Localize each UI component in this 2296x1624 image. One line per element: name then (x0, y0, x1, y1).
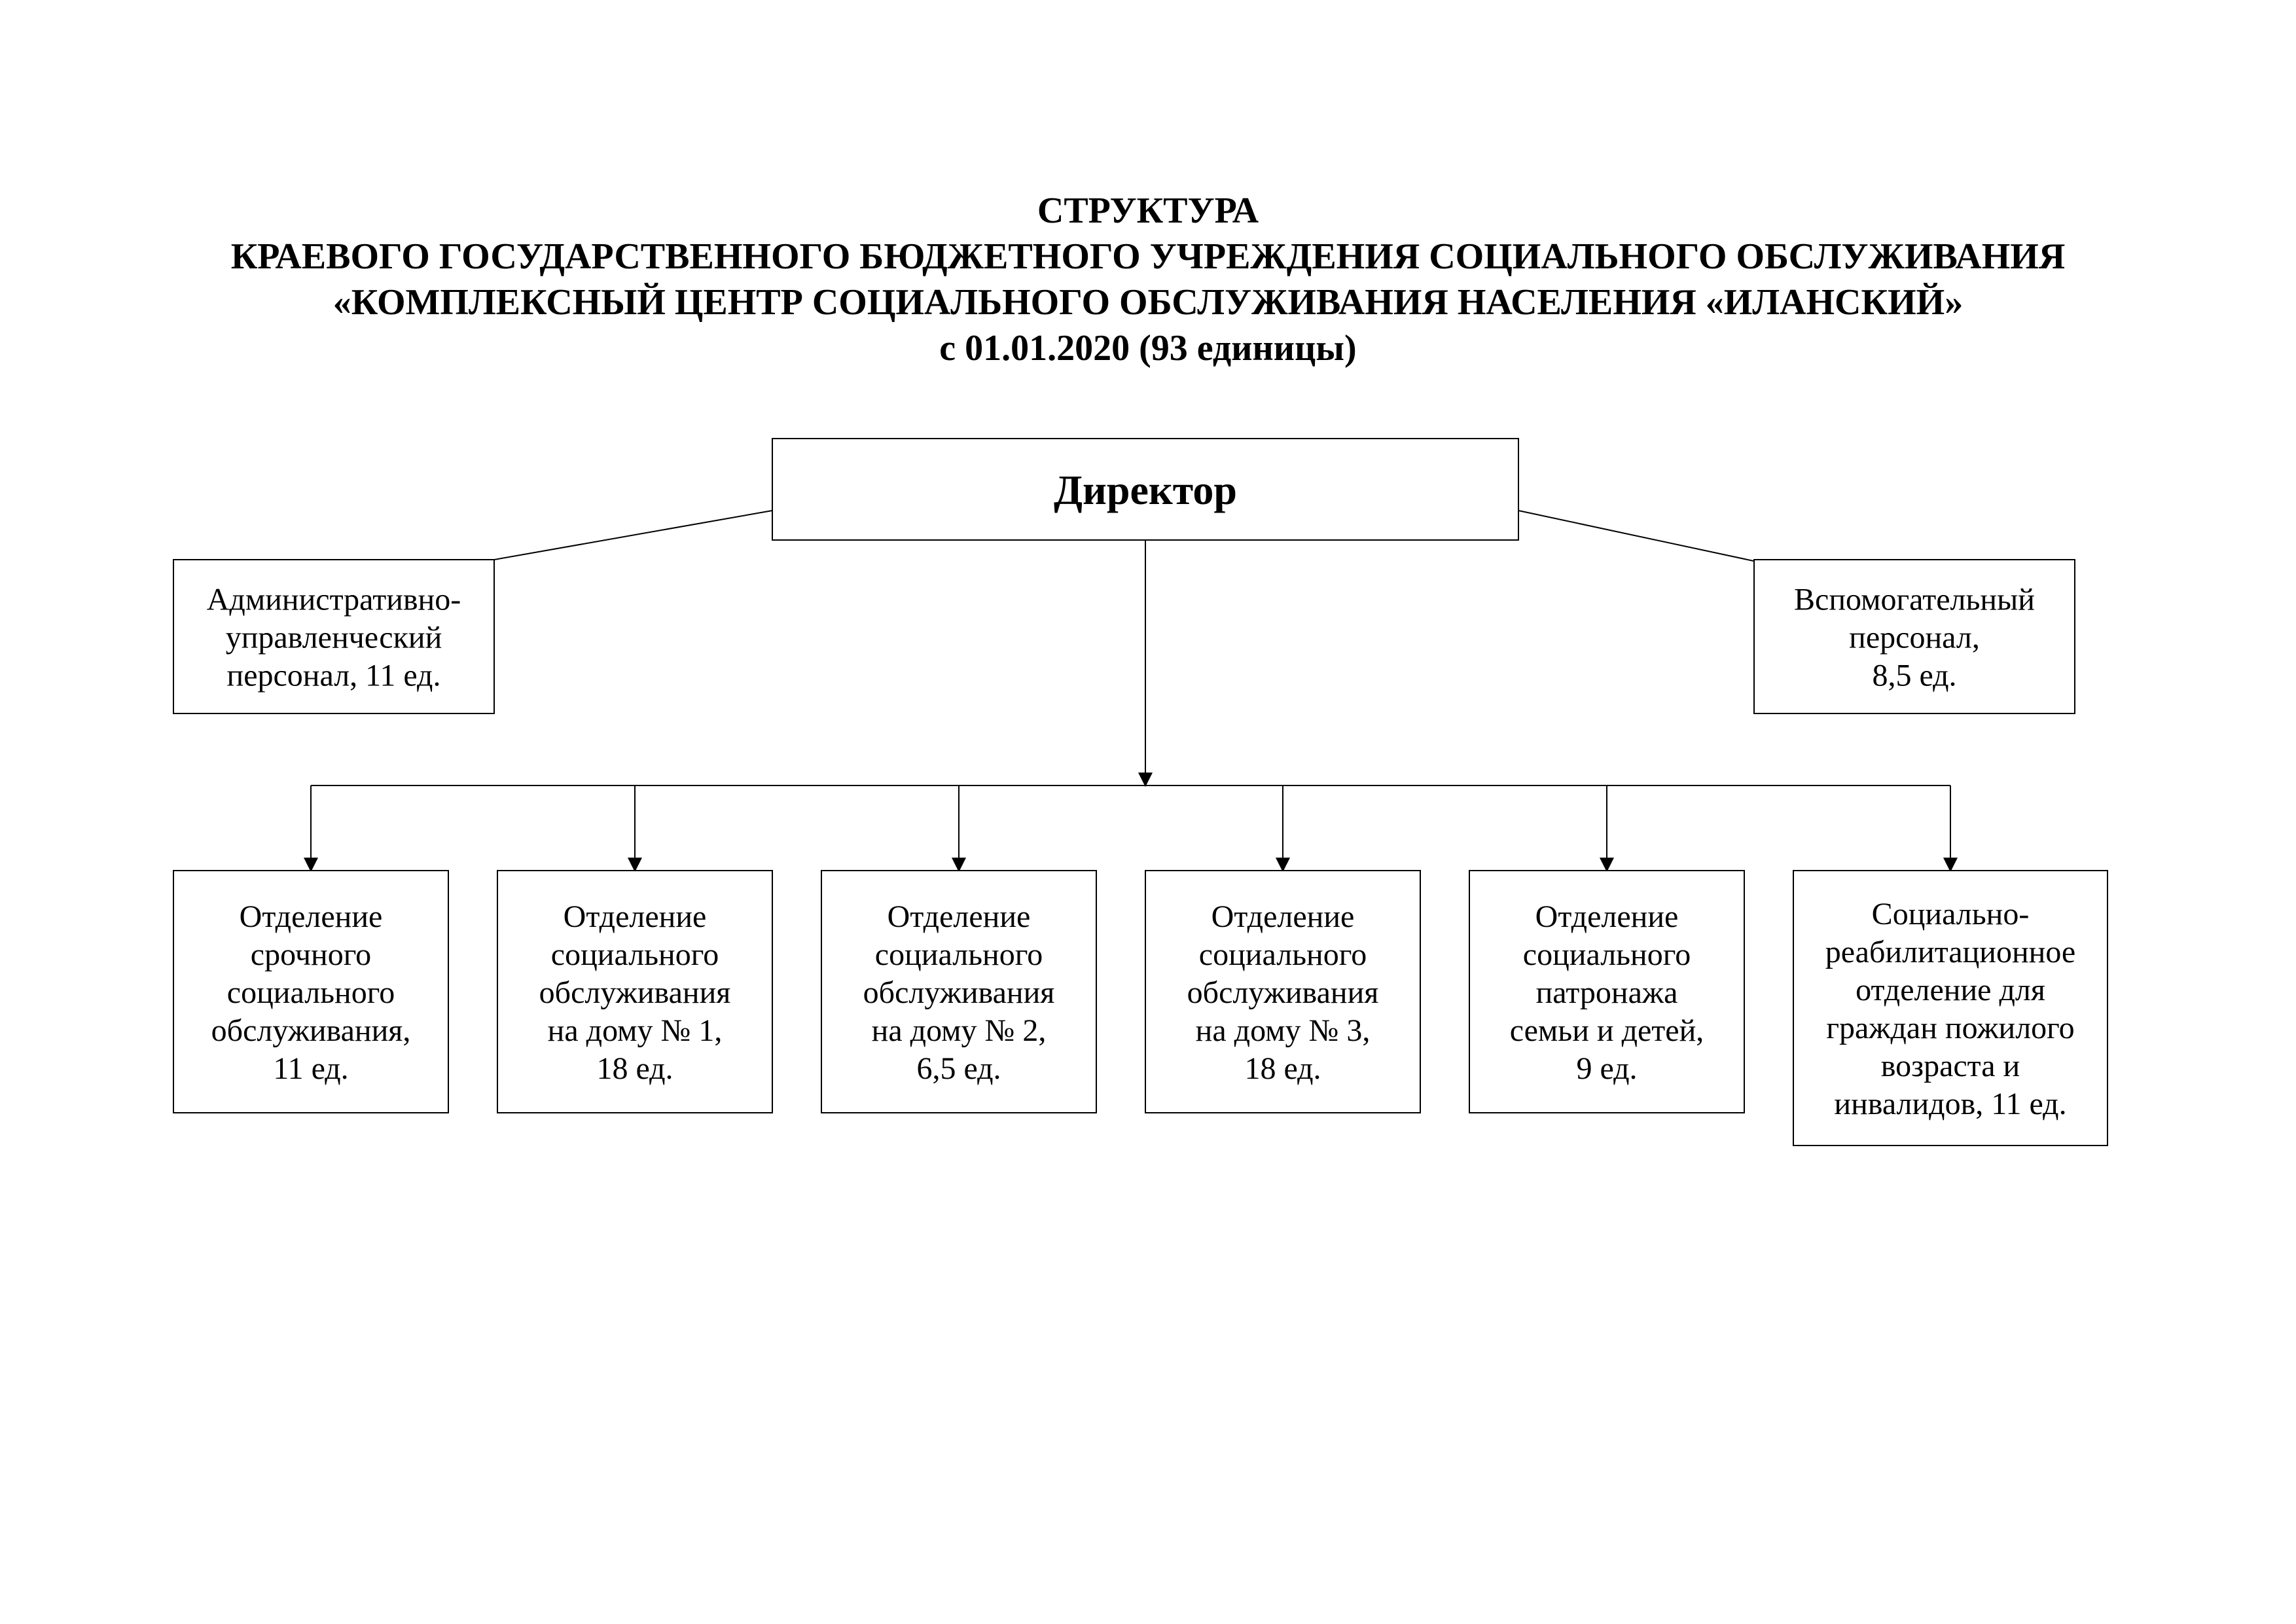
node-label-dept3-0: Отделение (888, 899, 1031, 934)
node-dept4: Отделениесоциальногообслуживанияна дому … (1145, 871, 1420, 1113)
node-dept2: Отделениесоциальногообслуживанияна дому … (497, 871, 772, 1113)
node-label-dept6-1: реабилитационное (1825, 935, 2075, 969)
node-label-support-2: 8,5 ед. (1872, 658, 1956, 693)
node-label-director-0: Директор (1054, 467, 1237, 513)
node-label-admin-0: Административно- (207, 582, 461, 617)
org-chart: СТРУКТУРА КРАЕВОГО ГОСУДАРСТВЕННОГО БЮДЖЕ… (0, 0, 2296, 1624)
node-label-dept4-2: обслуживания (1187, 975, 1379, 1010)
title: СТРУКТУРА КРАЕВОГО ГОСУДАРСТВЕННОГО БЮДЖЕ… (231, 190, 2066, 369)
nodes: ДиректорАдминистративно-управленческийпе… (173, 439, 2108, 1146)
node-label-support-1: персонал, (1849, 620, 1980, 655)
node-label-dept5-1: социального (1523, 937, 1691, 972)
node-label-dept6-4: возраста и (1881, 1049, 2020, 1083)
node-dept3: Отделениесоциальногообслуживанияна дому … (821, 871, 1096, 1113)
node-label-dept3-1: социального (875, 937, 1043, 972)
node-label-dept6-5: инвалидов, 11 ед. (1834, 1087, 2066, 1121)
title-line-3: с 01.01.2020 (93 единицы) (939, 328, 1356, 369)
title-line-1: КРАЕВОГО ГОСУДАРСТВЕННОГО БЮДЖЕТНОГО УЧР… (231, 236, 2066, 277)
node-label-dept4-0: Отделение (1211, 899, 1355, 934)
node-label-support-0: Вспомогательный (1794, 582, 2035, 617)
node-label-dept5-3: семьи и детей, (1510, 1013, 1704, 1048)
node-label-dept3-2: обслуживания (863, 975, 1055, 1010)
node-label-admin-1: управленческий (226, 620, 442, 655)
node-label-dept5-4: 9 ед. (1576, 1051, 1637, 1086)
node-label-dept6-0: Социально- (1872, 897, 2030, 931)
node-label-dept5-2: патронажа (1536, 975, 1678, 1010)
node-dept5: Отделениесоциальногопатронажасемьи и дет… (1469, 871, 1744, 1113)
node-label-dept2-4: 18 ед. (596, 1051, 673, 1086)
node-dept1: Отделениесрочногосоциальногообслуживания… (173, 871, 448, 1113)
node-label-dept6-2: отделение для (1856, 973, 2045, 1007)
edge-diagonal-1 (1518, 511, 1793, 569)
node-label-dept2-0: Отделение (564, 899, 707, 934)
node-director: Директор (772, 439, 1518, 540)
node-label-dept1-0: Отделение (240, 899, 383, 934)
node-label-dept4-3: на дому № 3, (1196, 1013, 1371, 1048)
node-label-dept3-4: 6,5 ед. (916, 1051, 1001, 1086)
node-label-dept1-2: социального (227, 975, 395, 1010)
edges (311, 511, 1950, 871)
node-label-admin-2: персонал, 11 ед. (227, 658, 441, 693)
node-label-dept5-0: Отделение (1535, 899, 1679, 934)
node-label-dept4-4: 18 ед. (1244, 1051, 1321, 1086)
title-line-0: СТРУКТУРА (1037, 190, 1259, 231)
node-support: Вспомогательныйперсонал,8,5 ед. (1754, 560, 2075, 713)
node-label-dept1-1: срочного (251, 937, 371, 972)
node-label-dept4-1: социального (1199, 937, 1367, 972)
node-label-dept6-3: граждан пожилого (1826, 1011, 2074, 1045)
node-label-dept3-3: на дому № 2, (872, 1013, 1047, 1048)
node-label-dept2-3: на дому № 1, (548, 1013, 723, 1048)
node-dept6: Социально-реабилитационное отделение для г… (1793, 871, 2108, 1146)
node-label-dept2-1: социального (551, 937, 719, 972)
node-label-dept1-4: 11 ед. (273, 1051, 348, 1086)
title-line-2: «КОМПЛЕКСНЫЙ ЦЕНТР СОЦИАЛЬНОГО ОБСЛУЖИВА… (333, 282, 1963, 323)
node-admin: Административно-управленческийперсонал, … (173, 560, 494, 713)
node-label-dept2-2: обслуживания (539, 975, 731, 1010)
node-label-dept1-3: обслуживания, (211, 1013, 411, 1048)
